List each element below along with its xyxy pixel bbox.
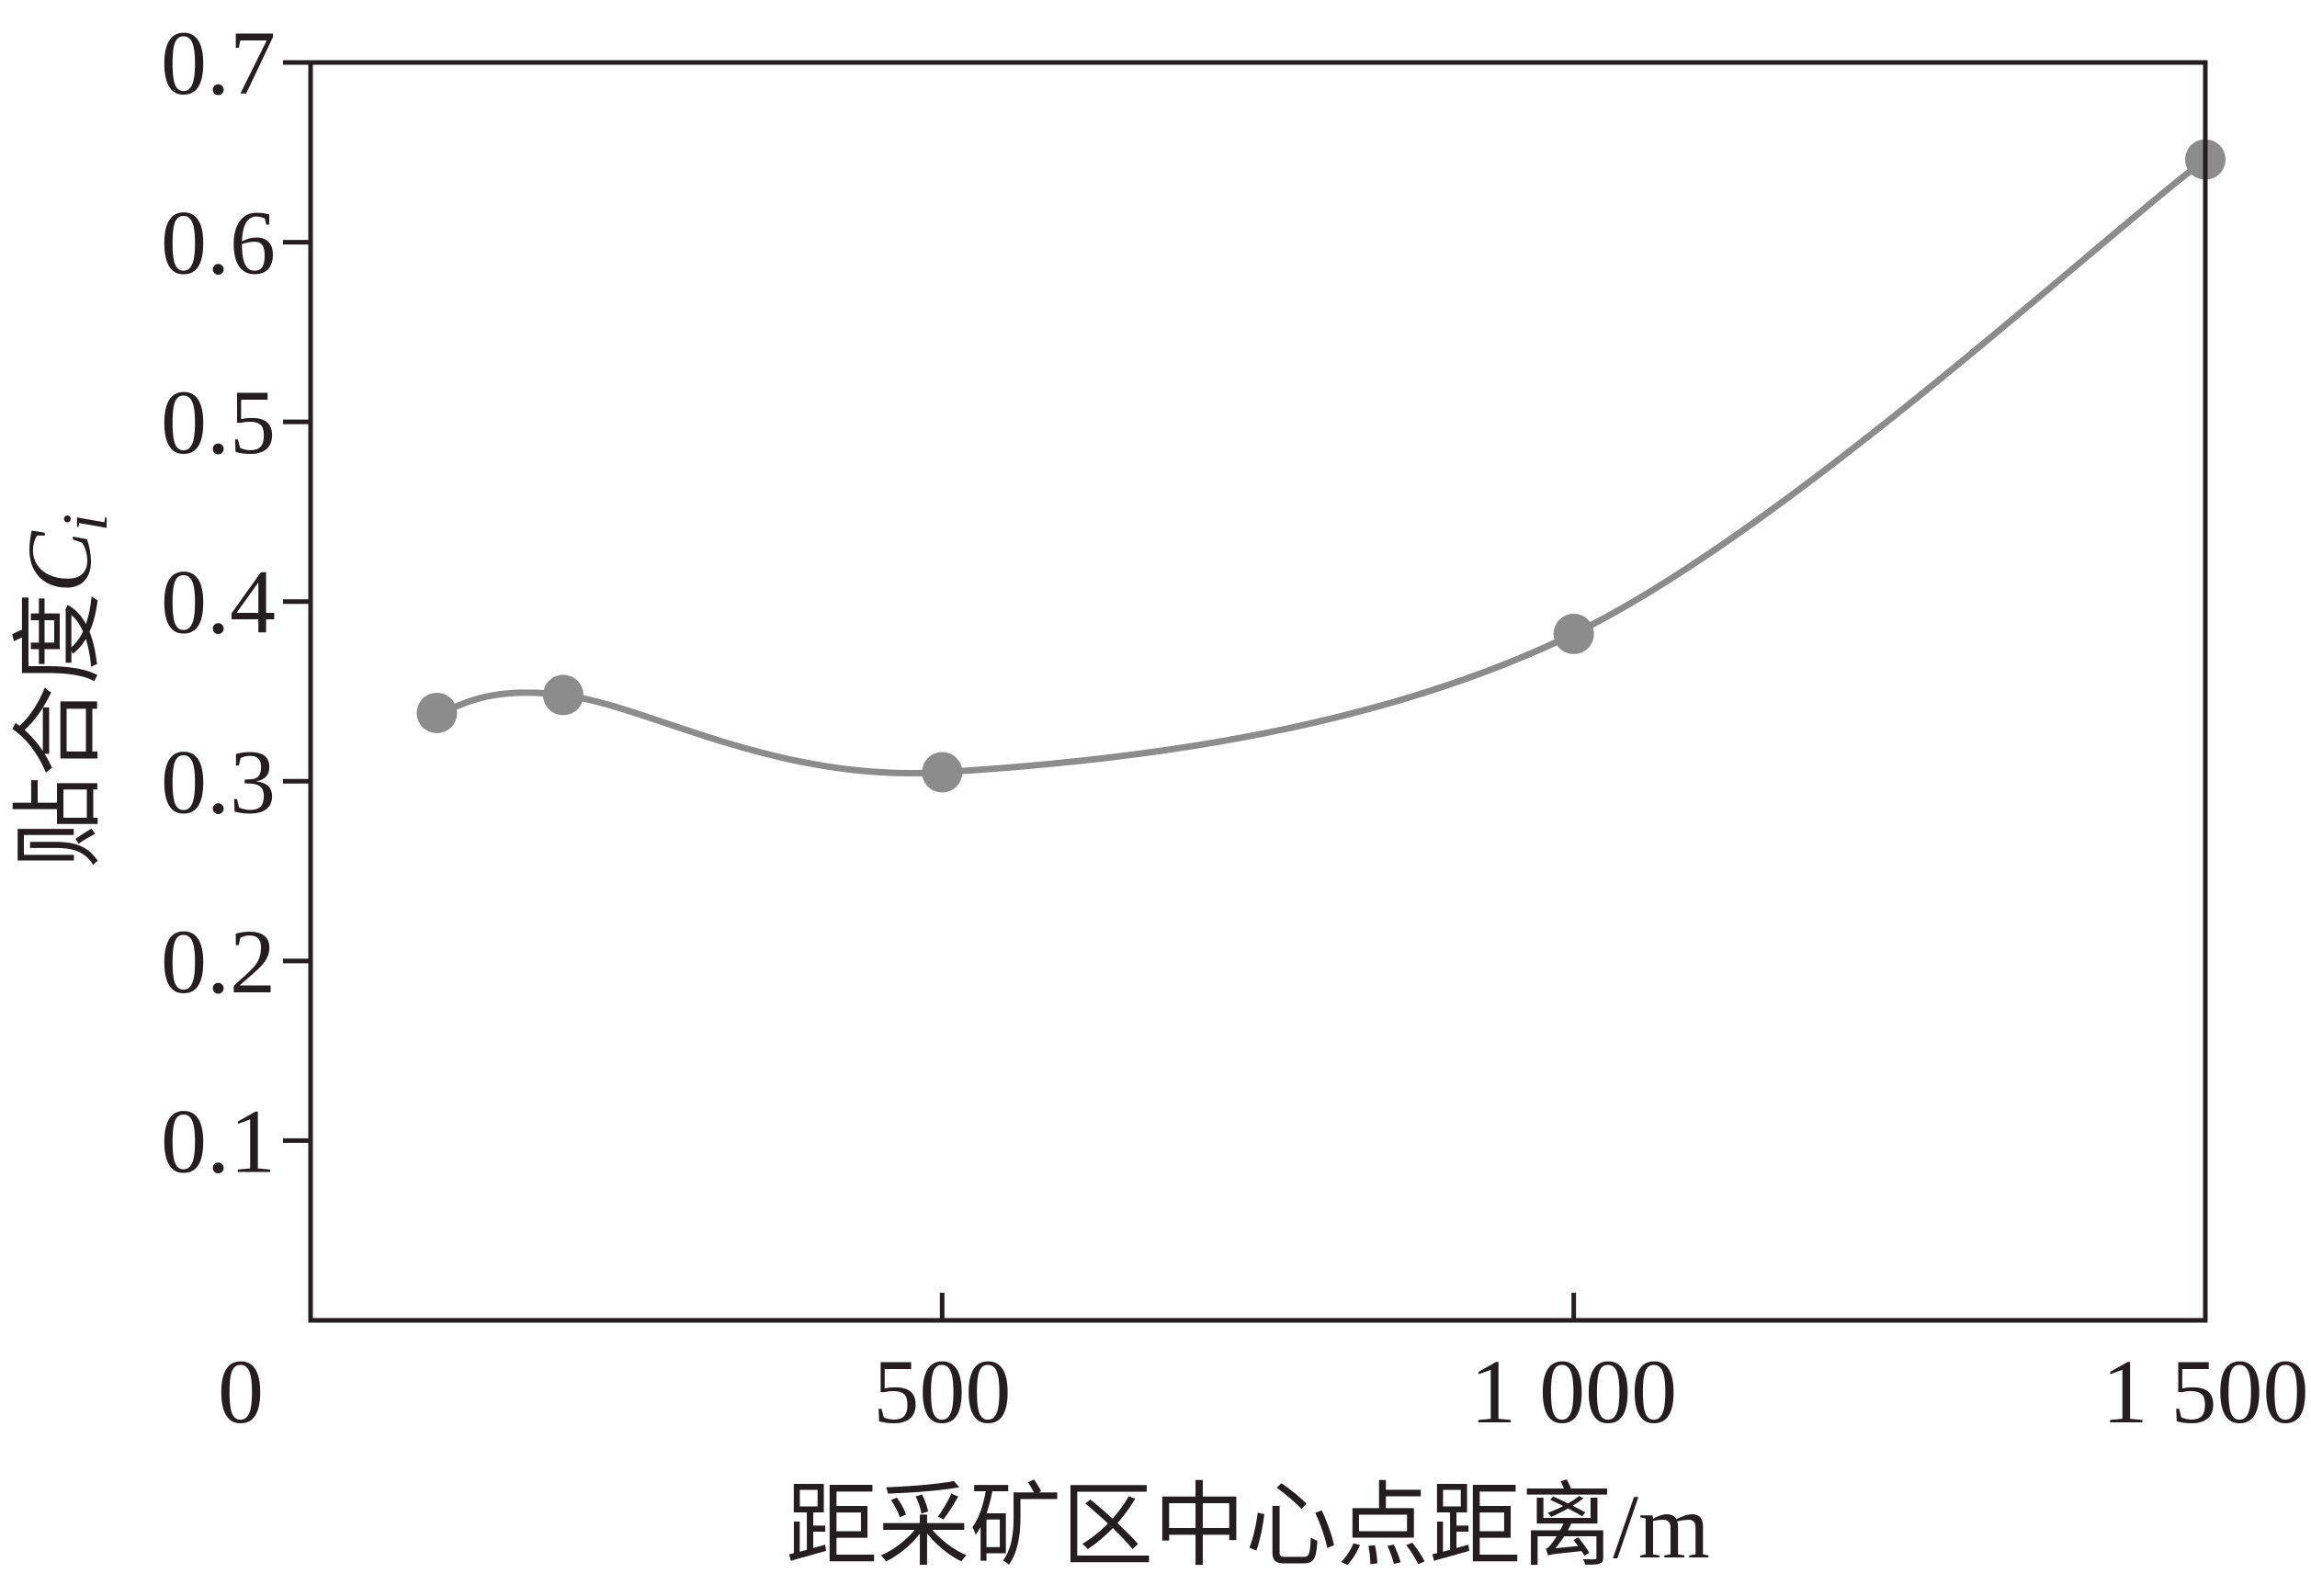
ticks-layer [283,60,1577,1320]
y-axis-title-subscript: i [51,514,121,531]
y-tick-label: 0.5 [161,371,276,473]
y-axis-title-text: 贴合度 [8,593,110,868]
y-tick-label: 0.1 [161,1090,276,1192]
y-tick-label: 0.7 [161,12,276,114]
y-tick-label: 0.3 [161,730,276,832]
data-point [1553,613,1594,654]
x-tick-label: 0 [218,1341,264,1443]
data-point [922,752,963,793]
y-tick-label: 0.2 [161,911,276,1013]
x-axis-title: 距采矿区中心点距离/m [786,1476,1710,1578]
y-tick-label: 0.6 [161,192,276,294]
series-line [433,156,2209,776]
y-axis-title: 贴合度Ci [8,514,121,868]
data-point [416,692,458,733]
markers-layer [416,139,2226,793]
x-tick-label: 1 500 [2102,1341,2309,1443]
tick-labels-layer: 0.1 0.2 0.3 0.4 0.5 0.6 0.7 0 500 1 000 1 500 [161,12,2309,1443]
data-point [542,674,583,716]
y-axis-title-symbol: C [8,530,110,593]
plot-frame [308,60,2208,1323]
y-tick-label: 0.4 [161,551,276,653]
x-tick-label: 500 [873,1341,1011,1443]
x-tick-label: 1 000 [1470,1341,1677,1443]
